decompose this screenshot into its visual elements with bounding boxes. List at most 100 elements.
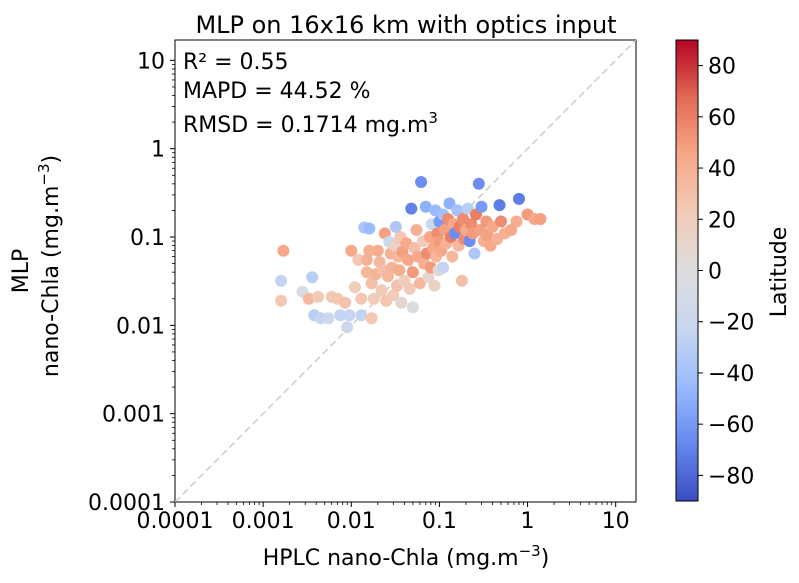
data-point bbox=[403, 282, 416, 295]
data-point bbox=[446, 250, 459, 263]
data-point bbox=[371, 244, 384, 257]
x-axis-label: HPLC nano-Chla (mg.m−3) bbox=[263, 542, 550, 571]
data-point bbox=[355, 309, 368, 322]
data-point bbox=[275, 294, 288, 307]
colorbar-gradient bbox=[675, 39, 699, 502]
data-point bbox=[339, 296, 352, 309]
data-point bbox=[360, 266, 373, 279]
y-axis-label-line2: nano-Chla (mg.m−3) bbox=[35, 155, 64, 377]
colorbar-tick-label: 60 bbox=[708, 106, 736, 131]
data-point bbox=[275, 274, 288, 287]
data-point bbox=[486, 220, 499, 233]
data-point bbox=[493, 199, 506, 212]
colorbar: 80 60 40 20 0 −20 −40 −60 −80 Latitude bbox=[675, 39, 792, 502]
colorbar-tick-label: 20 bbox=[708, 208, 736, 233]
data-point bbox=[405, 202, 418, 215]
data-point bbox=[302, 292, 315, 305]
data-point bbox=[360, 253, 373, 266]
data-point bbox=[505, 224, 518, 236]
data-point bbox=[468, 247, 481, 260]
x-tick-label: 0.01 bbox=[327, 509, 376, 534]
x-tick-label: 0.1 bbox=[422, 509, 457, 534]
colorbar-tick-label: −40 bbox=[708, 362, 754, 387]
data-point bbox=[402, 253, 414, 266]
data-point bbox=[410, 224, 423, 236]
data-point bbox=[455, 274, 468, 287]
data-point bbox=[312, 290, 325, 303]
colorbar-tick-label: −60 bbox=[708, 413, 754, 438]
data-point bbox=[406, 301, 419, 314]
annotation-rmsd-text: RMSD = 0.1714 mg.m bbox=[183, 113, 428, 138]
data-point bbox=[355, 292, 368, 305]
y-axis-label-line1: MLP bbox=[9, 249, 34, 294]
colorbar-tick-label: −20 bbox=[708, 311, 754, 336]
data-point bbox=[495, 215, 507, 228]
data-point bbox=[363, 244, 376, 257]
annotation-rmsd-sup: 3 bbox=[428, 109, 438, 127]
annotation-r2: R² = 0.55 bbox=[183, 50, 289, 75]
data-point bbox=[334, 309, 347, 322]
plot-area: 0.0001 0.001 0.01 0.1 1 10 0.0001 0.001 0.01 0.1… bbox=[88, 39, 637, 534]
data-point bbox=[437, 261, 450, 274]
data-point bbox=[475, 200, 488, 213]
colorbar-ticks: 80 60 40 20 0 −20 −40 −60 −80 bbox=[698, 55, 754, 489]
data-point bbox=[367, 292, 380, 305]
y-tick-label: 0.001 bbox=[102, 403, 165, 428]
y-axis-label-end: ) bbox=[39, 155, 64, 164]
y-tick-label: 0.01 bbox=[116, 314, 165, 339]
colorbar-tick-label: 40 bbox=[708, 157, 736, 182]
data-point bbox=[428, 279, 441, 292]
data-point bbox=[389, 220, 402, 233]
data-point bbox=[534, 213, 547, 225]
data-point bbox=[395, 296, 408, 309]
data-point bbox=[419, 200, 432, 213]
data-point bbox=[352, 253, 365, 266]
data-point bbox=[422, 271, 435, 284]
y-axis-label-text: nano-Chla (mg.m bbox=[39, 186, 64, 377]
data-point bbox=[348, 281, 361, 294]
y-axis: 0.0001 0.001 0.01 0.1 1 10 bbox=[88, 49, 175, 516]
data-point bbox=[365, 277, 378, 290]
x-tick-label: 0.001 bbox=[232, 509, 295, 534]
y-axis-label-sup: −3 bbox=[35, 164, 53, 186]
data-point bbox=[465, 218, 478, 231]
data-point bbox=[345, 244, 358, 257]
x-axis-label-sup: −3 bbox=[519, 542, 541, 560]
data-point bbox=[393, 264, 406, 277]
stats-annotations: R² = 0.55 MAPD = 44.52 % RMSD = 0.1714 m… bbox=[183, 50, 438, 138]
data-point bbox=[341, 321, 354, 334]
x-tick-label: 1 bbox=[521, 509, 535, 534]
annotation-mapd: MAPD = 44.52 % bbox=[183, 79, 371, 104]
x-axis: 0.0001 0.001 0.01 0.1 1 10 bbox=[137, 502, 630, 534]
data-point bbox=[510, 215, 523, 228]
data-point bbox=[322, 312, 335, 325]
data-point bbox=[375, 284, 388, 297]
data-point bbox=[365, 312, 378, 325]
data-point bbox=[443, 197, 456, 210]
x-axis-label-text: HPLC nano-Chla (mg.m bbox=[263, 546, 519, 571]
data-point bbox=[363, 222, 376, 235]
data-point bbox=[277, 244, 290, 257]
y-tick-label: 0.1 bbox=[130, 226, 165, 251]
x-tick-label: 10 bbox=[602, 509, 630, 534]
annotation-rmsd: RMSD = 0.1714 mg.m3 bbox=[183, 109, 438, 138]
data-points bbox=[275, 176, 547, 334]
one-to-one-line bbox=[175, 40, 636, 502]
data-point bbox=[513, 192, 525, 205]
y-tick-label: 0.0001 bbox=[88, 491, 165, 516]
data-point bbox=[451, 204, 464, 217]
y-tick-label: 10 bbox=[137, 49, 165, 74]
x-tick-label: 0.0001 bbox=[137, 509, 214, 534]
data-point bbox=[415, 176, 428, 188]
data-point bbox=[406, 266, 419, 279]
colorbar-tick-label: −80 bbox=[708, 464, 754, 489]
x-axis-label-end: ) bbox=[541, 546, 550, 571]
data-point bbox=[413, 277, 426, 290]
data-point bbox=[306, 271, 319, 284]
colorbar-tick-label: 0 bbox=[708, 260, 722, 285]
y-tick-label: 1 bbox=[151, 138, 165, 163]
colorbar-tick-label: 80 bbox=[708, 55, 736, 80]
colorbar-label: Latitude bbox=[767, 227, 792, 318]
data-point bbox=[472, 177, 485, 190]
